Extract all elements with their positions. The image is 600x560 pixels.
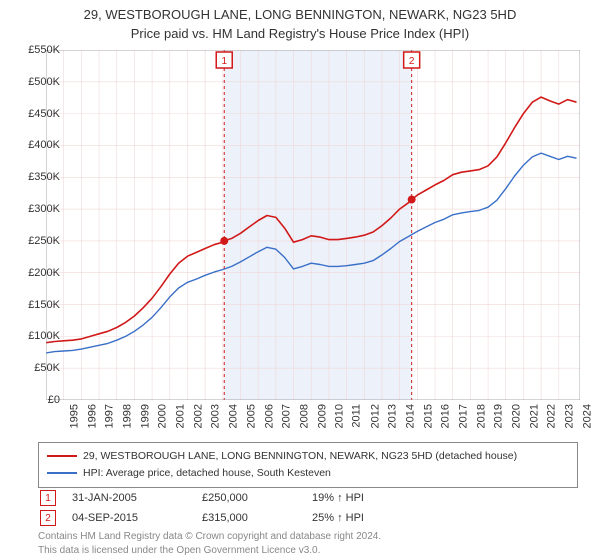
x-tick-label: 2004	[228, 404, 240, 428]
y-tick-label: £0	[48, 394, 60, 406]
y-tick-label: £100K	[28, 330, 60, 342]
legend-label: 29, WESTBOROUGH LANE, LONG BENNINGTON, N…	[83, 448, 517, 465]
event-price: £250,000	[200, 488, 310, 508]
svg-text:1: 1	[221, 56, 227, 67]
event-price: £315,000	[200, 508, 310, 528]
x-tick-label: 1999	[139, 404, 151, 428]
legend-label: HPI: Average price, detached house, Sout…	[83, 465, 331, 482]
y-tick-label: £350K	[28, 171, 60, 183]
chart-container: 29, WESTBOROUGH LANE, LONG BENNINGTON, N…	[0, 0, 600, 560]
x-tick-label: 2016	[440, 404, 452, 428]
x-tick-label: 2012	[369, 404, 381, 428]
x-tick-label: 2003	[210, 404, 222, 428]
event-delta: 25% ↑ HPI	[310, 508, 578, 528]
x-tick-label: 1995	[68, 404, 80, 428]
event-badge: 2	[40, 510, 56, 526]
x-tick-label: 2019	[493, 404, 505, 428]
event-date: 04-SEP-2015	[70, 508, 200, 528]
event-table: 1 31-JAN-2005£250,00019% ↑ HPI 2 04-SEP-201…	[38, 488, 578, 528]
event-row: 1 31-JAN-2005£250,00019% ↑ HPI	[38, 488, 578, 508]
footer-line-2: This data is licensed under the Open Gov…	[38, 545, 320, 556]
x-tick-label: 2006	[263, 404, 275, 428]
chart-title: 29, WESTBOROUGH LANE, LONG BENNINGTON, N…	[0, 0, 600, 44]
x-tick-label: 2017	[457, 404, 469, 428]
legend-item: 29, WESTBOROUGH LANE, LONG BENNINGTON, N…	[47, 448, 569, 465]
chart-svg: 12	[46, 50, 580, 400]
x-tick-label: 2005	[245, 404, 257, 428]
x-tick-label: 2001	[175, 404, 187, 428]
y-tick-label: £450K	[28, 108, 60, 120]
x-tick-label: 2000	[157, 404, 169, 428]
footer-line-1: Contains HM Land Registry data © Crown c…	[38, 531, 381, 542]
x-tick-label: 1998	[122, 404, 134, 428]
x-tick-label: 2018	[475, 404, 487, 428]
footer-attribution: Contains HM Land Registry data © Crown c…	[38, 530, 578, 557]
x-tick-label: 2022	[546, 404, 558, 428]
x-tick-label: 2015	[422, 404, 434, 428]
event-row: 2 04-SEP-2015£315,00025% ↑ HPI	[38, 508, 578, 528]
x-tick-label: 2010	[334, 404, 346, 428]
title-line-2: Price paid vs. HM Land Registry's House …	[131, 26, 469, 41]
x-tick-label: 2013	[387, 404, 399, 428]
y-tick-label: £400K	[28, 139, 60, 151]
x-tick-label: 2021	[528, 404, 540, 428]
event-delta: 19% ↑ HPI	[310, 488, 578, 508]
x-tick-label: 1996	[86, 404, 98, 428]
event-date: 31-JAN-2005	[70, 488, 200, 508]
x-tick-label: 2007	[281, 404, 293, 428]
svg-text:2: 2	[409, 56, 415, 67]
title-line-1: 29, WESTBOROUGH LANE, LONG BENNINGTON, N…	[84, 7, 517, 22]
legend-item: HPI: Average price, detached house, Sout…	[47, 465, 569, 482]
event-badge: 1	[40, 490, 56, 506]
y-tick-label: £550K	[28, 44, 60, 56]
x-tick-label: 2008	[298, 404, 310, 428]
x-tick-label: 2023	[564, 404, 576, 428]
y-tick-label: £50K	[34, 362, 60, 374]
chart-plot-area: 12	[46, 50, 580, 400]
x-tick-label: 2011	[351, 404, 363, 428]
x-tick-label: 2002	[192, 404, 204, 428]
y-tick-label: £500K	[28, 76, 60, 88]
legend-swatch	[47, 455, 77, 457]
y-tick-label: £200K	[28, 267, 60, 279]
x-tick-label: 2014	[404, 404, 416, 428]
legend: 29, WESTBOROUGH LANE, LONG BENNINGTON, N…	[38, 442, 578, 488]
y-tick-label: £300K	[28, 203, 60, 215]
x-tick-label: 2020	[511, 404, 523, 428]
y-tick-label: £250K	[28, 235, 60, 247]
y-tick-label: £150K	[28, 299, 60, 311]
x-tick-label: 2024	[581, 404, 593, 428]
x-tick-label: 1997	[104, 404, 116, 428]
x-tick-label: 2009	[316, 404, 328, 428]
legend-swatch	[47, 472, 77, 474]
